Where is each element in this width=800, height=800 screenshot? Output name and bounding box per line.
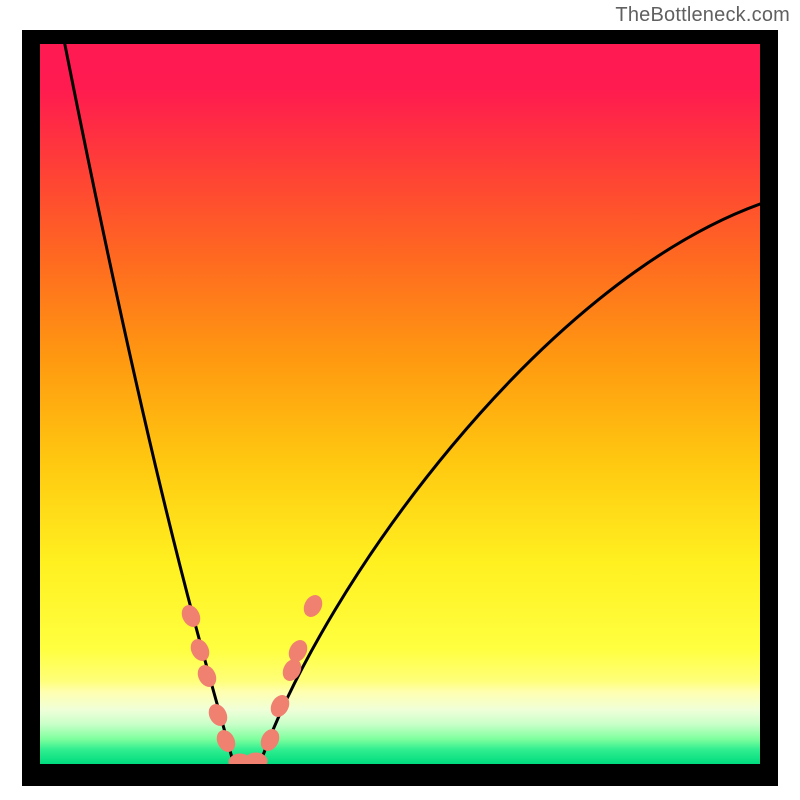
plot-gradient	[40, 44, 760, 764]
chart-frame	[22, 30, 778, 786]
stage: TheBottleneck.com	[0, 0, 800, 800]
watermark-text: TheBottleneck.com	[615, 4, 790, 27]
